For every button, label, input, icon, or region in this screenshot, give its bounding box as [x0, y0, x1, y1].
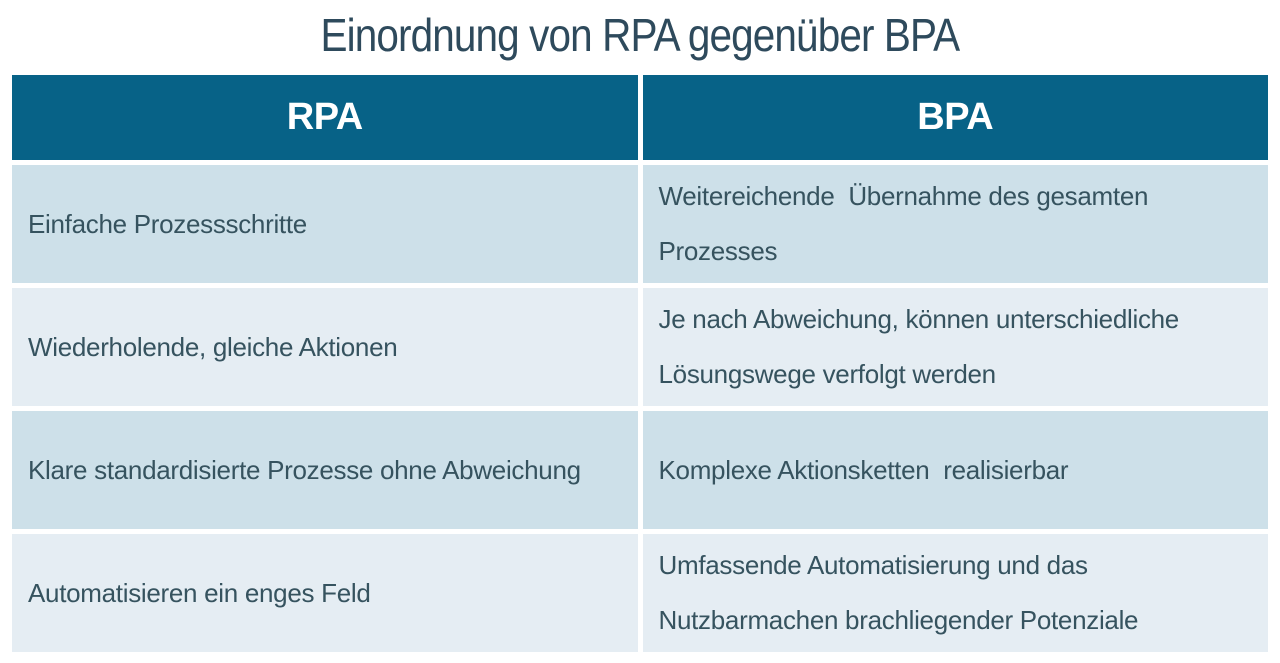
table-cell-bpa-row4: Umfassende Automatisierung und das Nutzb… — [642, 534, 1268, 652]
table-cell-bpa-row1: Weitereichende Übernahme des gesamten Pr… — [642, 165, 1268, 283]
comparison-table: RPA BPA Einfache Prozessschritte Weitere… — [12, 75, 1268, 652]
table-cell-rpa-row2: Wiederholende, gleiche Aktionen — [12, 288, 638, 406]
title-area: Einordnung von RPA gegenüber BPA — [0, 0, 1280, 70]
table-cell-rpa-row4: Automatisieren ein enges Feld — [12, 534, 638, 652]
table-cell-rpa-row1: Einfache Prozessschritte — [12, 165, 638, 283]
table-cell-rpa-row3: Klare standardisierte Prozesse ohne Abwe… — [12, 411, 638, 529]
column-header-rpa: RPA — [12, 75, 638, 160]
table-cell-bpa-row2: Je nach Abweichung, können unterschiedli… — [642, 288, 1268, 406]
column-header-bpa: BPA — [642, 75, 1268, 160]
page-title: Einordnung von RPA gegenüber BPA — [320, 9, 961, 61]
table-cell-bpa-row3: Komplexe Aktionsketten realisierbar — [642, 411, 1268, 529]
